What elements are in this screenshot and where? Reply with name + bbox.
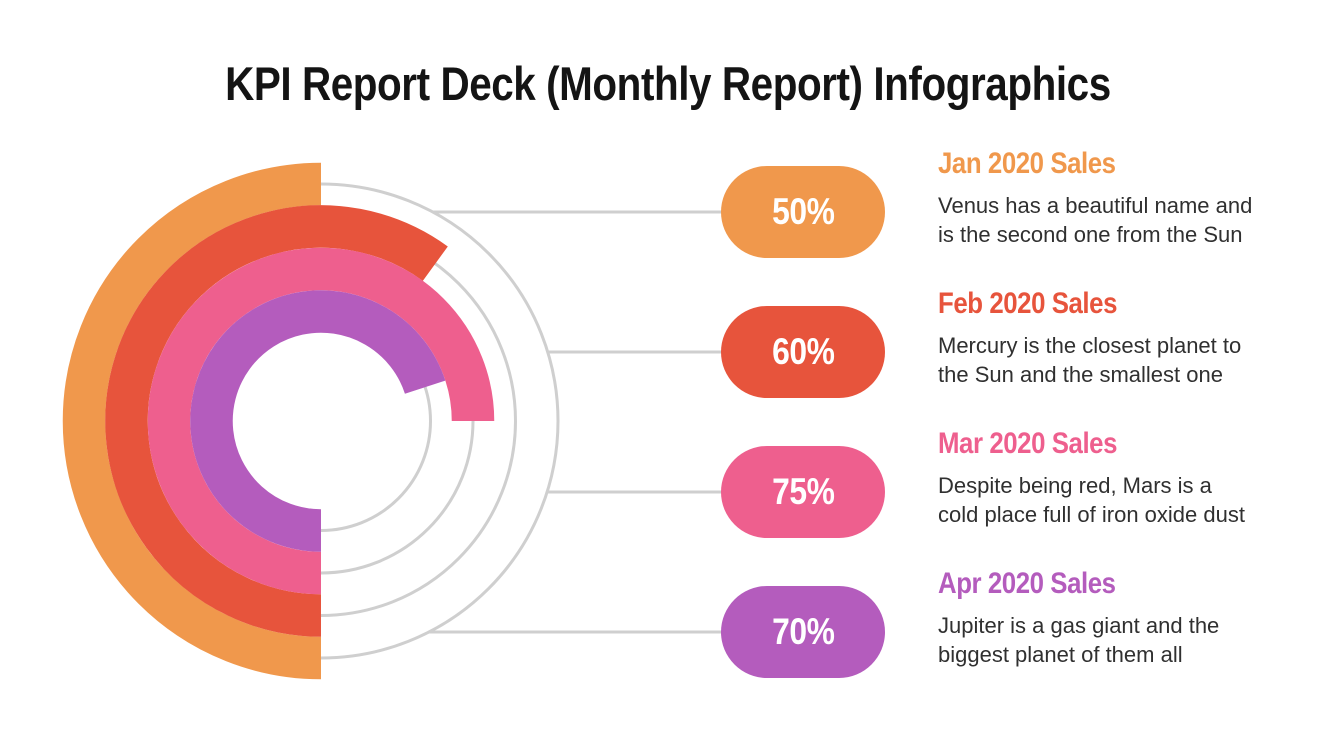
kpi-badge-apr-value: 70% bbox=[771, 611, 835, 652]
kpi-description-feb-line1: Mercury is the closest planet to bbox=[938, 333, 1242, 358]
kpi-heading-feb: Feb 2020 Sales bbox=[938, 287, 1288, 320]
page-title: KPI Report Deck (Monthly Report) Infogra… bbox=[0, 56, 1336, 111]
kpi-description-mar: Despite being red, Mars is a cold place f… bbox=[938, 471, 1288, 529]
kpi-item-jan: Jan 2020 Sales Venus has a beautiful nam… bbox=[938, 147, 1288, 249]
kpi-description-jan: Venus has a beautiful name and is the sec… bbox=[938, 191, 1288, 249]
kpi-item-apr: Apr 2020 Sales Jupiter is a gas giant an… bbox=[938, 567, 1288, 669]
kpi-heading-jan-text: Jan 2020 Sales bbox=[938, 147, 1116, 180]
kpi-heading-mar-text: Mar 2020 Sales bbox=[938, 427, 1118, 460]
kpi-heading-apr: Apr 2020 Sales bbox=[938, 567, 1288, 600]
page-title-text: KPI Report Deck (Monthly Report) Infogra… bbox=[225, 57, 1111, 110]
kpi-badge-mar: 75% bbox=[721, 446, 885, 538]
kpi-heading-apr-text: Apr 2020 Sales bbox=[938, 567, 1116, 600]
progress-arc-1 bbox=[105, 205, 448, 637]
kpi-description-apr: Jupiter is a gas giant and the biggest pl… bbox=[938, 611, 1288, 669]
kpi-description-feb: Mercury is the closest planet to the Sun … bbox=[938, 331, 1288, 389]
kpi-badge-jan: 50% bbox=[721, 166, 885, 258]
kpi-description-mar-line2: cold place full of iron oxide dust bbox=[938, 502, 1245, 527]
kpi-description-feb-line2: the Sun and the smallest one bbox=[938, 362, 1223, 387]
kpi-description-jan-line1: Venus has a beautiful name and bbox=[938, 193, 1253, 218]
kpi-badge-mar-value: 75% bbox=[771, 471, 835, 512]
progress-arc-2 bbox=[147, 247, 495, 595]
kpi-heading-feb-text: Feb 2020 Sales bbox=[938, 287, 1118, 320]
kpi-badge-jan-value: 50% bbox=[771, 191, 835, 232]
progress-arc-0 bbox=[62, 162, 322, 680]
kpi-badge-feb-value: 60% bbox=[771, 331, 835, 372]
progress-arc-3 bbox=[190, 290, 446, 552]
kpi-item-feb: Feb 2020 Sales Mercury is the closest pl… bbox=[938, 287, 1288, 389]
kpi-heading-mar: Mar 2020 Sales bbox=[938, 427, 1288, 460]
kpi-description-mar-line1: Despite being red, Mars is a bbox=[938, 473, 1212, 498]
kpi-badge-feb: 60% bbox=[721, 306, 885, 398]
kpi-badge-apr: 70% bbox=[721, 586, 885, 678]
kpi-description-jan-line2: is the second one from the Sun bbox=[938, 222, 1243, 247]
kpi-heading-jan: Jan 2020 Sales bbox=[938, 147, 1288, 180]
kpi-description-apr-line2: biggest planet of them all bbox=[938, 642, 1183, 667]
kpi-description-apr-line1: Jupiter is a gas giant and the bbox=[938, 613, 1220, 638]
kpi-item-mar: Mar 2020 Sales Despite being red, Mars i… bbox=[938, 427, 1288, 529]
